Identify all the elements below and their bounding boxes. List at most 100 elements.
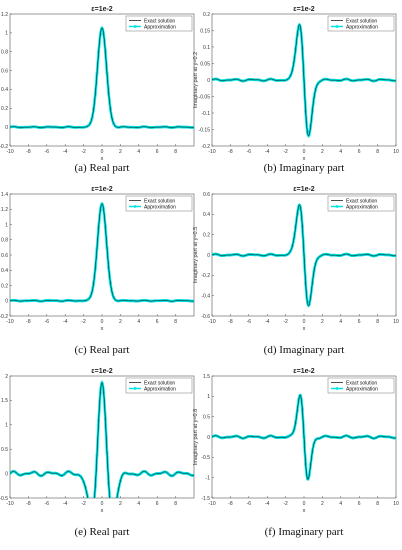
x-tick-label: 0 [303,149,306,155]
y-tick-label: 0.4 [1,87,8,93]
x-tick-label: -6 [247,149,252,155]
x-tick-label: -10 [6,501,13,507]
y-tick-label: 2 [5,374,8,380]
y-tick-label: -0.5 [0,496,8,502]
x-tick-label: -10 [208,501,215,507]
y-tick-label: 1 [207,394,210,400]
y-tick-label: 0.8 [1,238,8,244]
chart-panel-c: -10 -8 -6 -4 -2 0 2 4 6 8 -0.2 0 0.2 0.4 0.6 0.8 1 1.2 1.4… [0,186,195,356]
x-tick-label: -2 [283,501,288,507]
y-tick-label: 0.4 [1,268,8,274]
x-tick-label: -6 [45,501,50,507]
y-tick-label: -1 [206,475,211,481]
x-tick-label: 6 [156,149,159,155]
y-tick-label: 1 [5,31,8,37]
y-tick-label: 0.6 [1,253,8,259]
x-tick-label: 6 [156,319,159,325]
x-tick-label: -8 [26,319,31,325]
x-axis-label: x [101,326,104,332]
x-tick-label: -4 [63,149,68,155]
x-tick-label: 4 [339,149,342,155]
y-tick-label: 0 [207,435,210,441]
legend-marker-approximation [133,387,137,390]
x-axis-label: x [303,326,306,332]
x-tick-label: -2 [283,149,288,155]
y-tick-label: 0 [5,299,8,305]
approximation-point [87,501,90,504]
x-tick-label: -6 [247,319,252,325]
x-tick-label: -6 [45,319,50,325]
y-tick-label: -0.05 [199,94,211,100]
y-tick-label: -0.1 [201,111,210,117]
y-axis-label: Imaginary part at y=0.5 [193,227,199,283]
x-tick-label: 8 [376,501,379,507]
x-tick-label: 0 [101,149,104,155]
x-tick-label: 0 [303,319,306,325]
legend-label-exact: Exact solution [346,18,377,24]
legend-label-approximation: Approximation [346,386,378,392]
chart-panel-b: -10 -8 -6 -4 -2 0 2 4 6 8 10 -0.2 -0.15 -0.1 -0.05 0 0.0… [193,6,399,174]
x-tick-label: -6 [45,149,50,155]
legend-marker-approximation [335,387,339,390]
legend-marker-approximation [133,205,137,208]
y-tick-label: 0.5 [203,414,210,420]
y-tick-label: -0.2 [201,144,210,150]
x-tick-label: 6 [358,149,361,155]
legend-label-approximation: Approximation [346,204,378,210]
x-tick-label: -8 [26,149,31,155]
x-tick-label: 4 [137,501,140,507]
y-tick-label: 0.2 [203,232,210,238]
chart-panel-d: -10 -8 -6 -4 -2 0 2 4 6 8 10 -0.6 -0.4 -0.2 0 0.2 0.4 0.6… [193,186,399,356]
y-tick-label: 1.2 [1,207,8,213]
legend-label-exact: Exact solution [144,18,175,24]
y-tick-label: 1.4 [1,192,8,198]
plot-frame [9,193,195,317]
y-tick-label: -0.2 [0,144,8,150]
y-tick-label: -0.4 [201,293,210,299]
x-tick-label: 2 [119,319,122,325]
y-tick-label: 0 [5,471,8,477]
y-tick-label: 0.6 [1,68,8,74]
chart-title: ε=1e-2 [293,186,315,193]
chart-title: ε=1e-2 [293,368,315,375]
x-tick-label: -10 [208,149,215,155]
x-tick-label: 4 [339,319,342,325]
x-tick-label: 2 [119,501,122,507]
x-axis-label: x [101,508,104,514]
x-tick-label: 10 [393,319,399,325]
exact-solution-line [10,382,194,498]
legend-label-approximation: Approximation [144,204,176,210]
x-tick-label: -8 [228,319,233,325]
subfigure-caption: (a) Real part [75,162,130,174]
x-tick-label: 4 [137,149,140,155]
exact-solution-line [212,24,396,137]
y-tick-label: 1.5 [1,398,8,404]
x-tick-label: -2 [283,319,288,325]
y-tick-label: 0 [207,253,210,259]
chart-panel-e: -10-8-6-4-202468-0.500.511.52ε=1e-2xReal… [0,368,195,538]
legend-label-approximation: Approximation [144,24,176,30]
approximation-point [91,512,94,515]
chart-panel-a: -10 -8 -6 -4 -2 0 2 4 6 8 -0.2 0 0.2 0.4 0.6 0.8 1 1.2 ε=1… [0,6,195,174]
subfigure-caption: (d) Imaginary part [264,344,345,356]
y-tick-label: 0.15 [200,28,210,34]
y-axis-label: Imaginary part at y=0.8 [193,409,199,465]
x-tick-label: -4 [265,501,270,507]
x-tick-label: -10 [208,319,215,325]
exact-solution-line [212,394,396,480]
y-tick-label: 1.5 [203,374,210,380]
y-tick-label: -0.2 [201,273,210,279]
x-tick-label: 4 [339,501,342,507]
x-axis-label: x [303,156,306,162]
x-tick-label: -8 [228,149,233,155]
x-tick-label: 0 [303,501,306,507]
x-tick-label: 6 [358,501,361,507]
plot-frame [9,13,195,147]
x-tick-label: 4 [137,319,140,325]
x-tick-label: -2 [81,501,86,507]
chart-title: ε=1e-2 [293,6,315,13]
legend-marker-approximation [133,25,137,28]
x-tick-label: 6 [358,319,361,325]
